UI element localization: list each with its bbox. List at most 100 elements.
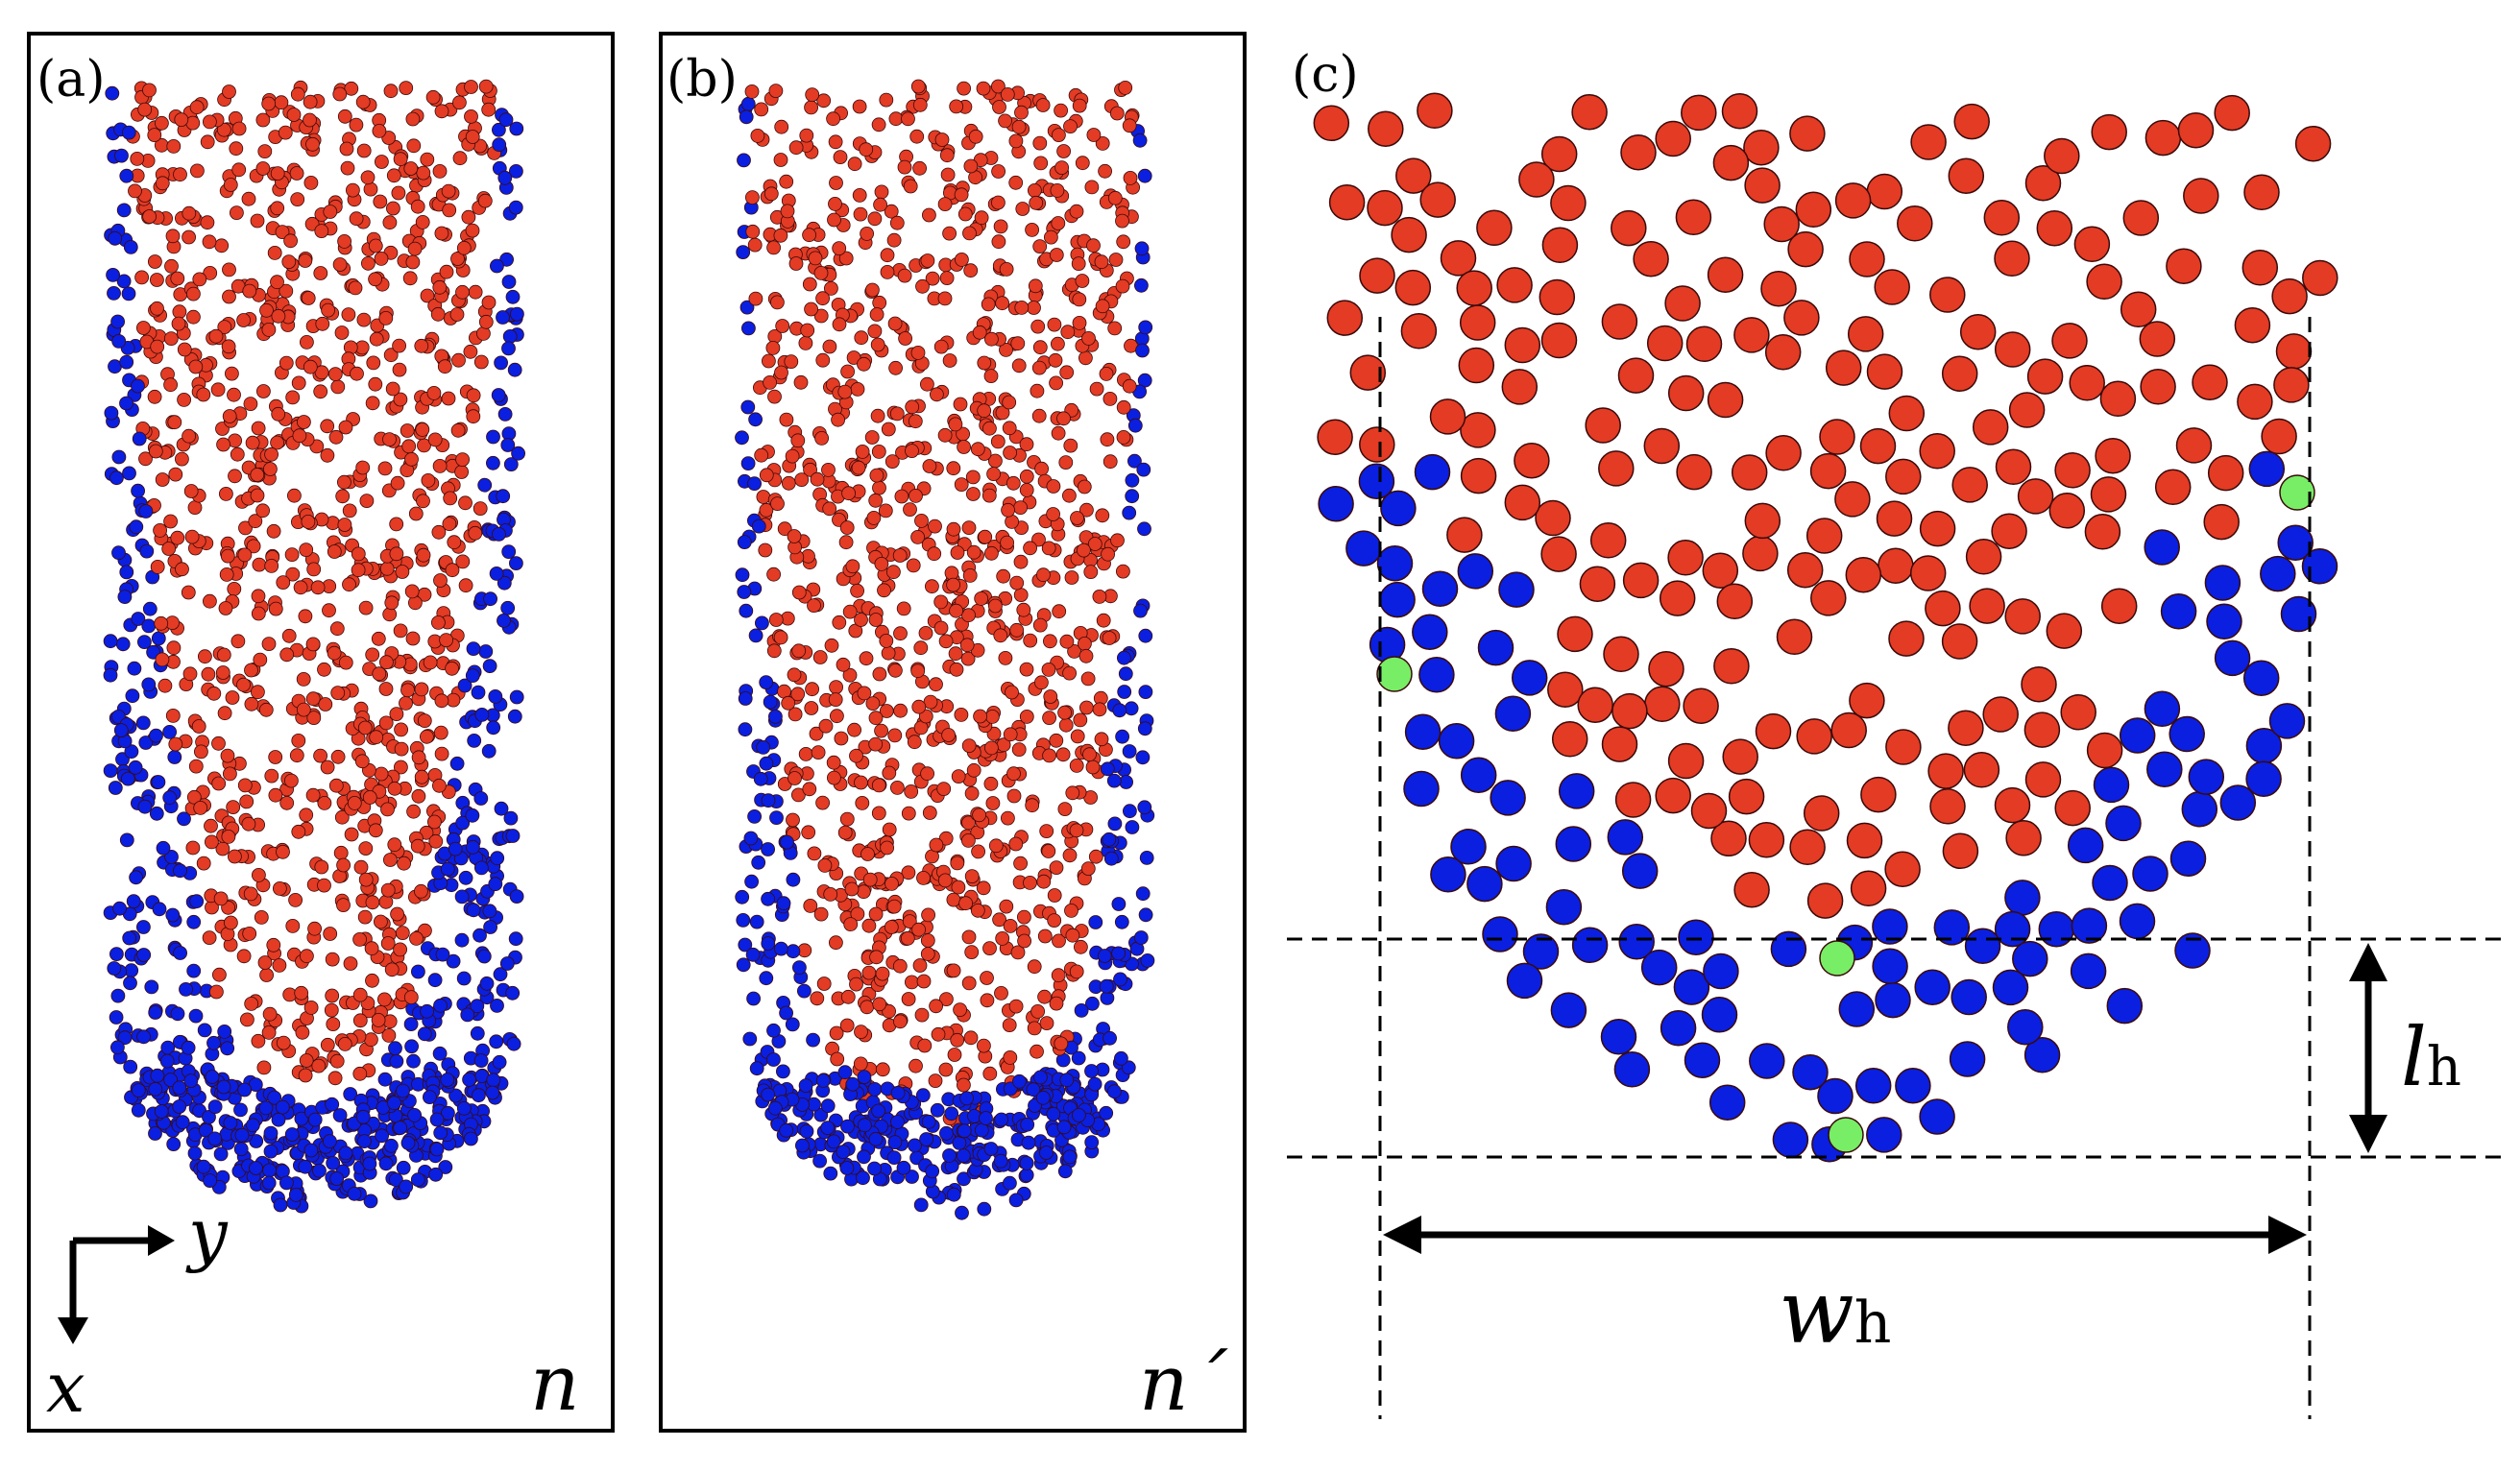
red-particle — [1079, 502, 1094, 518]
red-particle — [765, 340, 781, 355]
blue-particle — [273, 1197, 288, 1213]
red-particle — [1015, 202, 1030, 216]
red-particle — [1037, 989, 1052, 1004]
blue-particle — [1127, 418, 1143, 433]
blue-particle — [407, 1108, 423, 1122]
red-particle — [1039, 824, 1054, 838]
blue-particle — [1114, 1050, 1128, 1066]
red-particle — [239, 1012, 254, 1027]
red-particle — [2084, 514, 2121, 550]
red-particle — [154, 115, 169, 131]
blue-particle — [1137, 168, 1152, 183]
red-particle — [261, 1025, 277, 1040]
red-particle — [383, 84, 399, 99]
red-particle — [191, 719, 206, 734]
red-particle — [854, 775, 868, 790]
blue-particle — [1550, 992, 1587, 1028]
red-particle — [922, 459, 937, 473]
red-particle — [1017, 909, 1031, 925]
red-particle — [897, 268, 912, 283]
blue-particle — [131, 378, 145, 394]
red-particle — [961, 833, 976, 848]
blue-particle — [1600, 1019, 1637, 1055]
red-particle — [1072, 98, 1087, 113]
blue-particle — [433, 998, 448, 1013]
blue-particle — [122, 466, 136, 481]
blue-particle — [1122, 744, 1137, 759]
red-particle — [237, 778, 253, 793]
red-particle — [373, 914, 388, 929]
red-particle — [220, 748, 235, 763]
red-particle — [210, 382, 226, 398]
red-particle — [317, 878, 331, 893]
red-particle — [204, 818, 218, 833]
red-particle — [1095, 135, 1110, 151]
red-particle — [785, 448, 800, 464]
red-particle — [274, 95, 289, 110]
blue-particle — [1139, 851, 1154, 865]
red-particle — [1003, 727, 1018, 742]
red-particle — [822, 339, 837, 354]
red-particle — [411, 788, 426, 804]
red-particle — [246, 539, 261, 554]
red-particle — [336, 898, 351, 912]
red-particle — [1644, 686, 1681, 723]
red-particle — [977, 355, 992, 371]
red-particle — [868, 613, 884, 627]
red-particle — [376, 992, 392, 1007]
red-particle — [291, 824, 306, 839]
red-particle — [937, 873, 953, 888]
blue-particle — [739, 109, 754, 125]
blue-particle — [403, 1017, 419, 1031]
red-particle — [1617, 357, 1655, 394]
red-particle — [244, 997, 259, 1011]
red-particle — [843, 917, 859, 931]
red-particle — [748, 291, 763, 306]
red-particle — [434, 746, 449, 761]
red-particle — [315, 316, 330, 331]
red-particle — [1044, 229, 1058, 245]
red-particle — [1535, 499, 1571, 537]
red-particle — [1983, 200, 2021, 236]
red-particle — [1107, 321, 1123, 336]
red-particle — [842, 604, 858, 619]
red-particle — [1122, 118, 1137, 133]
red-particle — [264, 559, 279, 573]
red-particle — [473, 354, 489, 370]
blue-particle — [1414, 453, 1451, 491]
red-particle — [147, 128, 162, 143]
blue-particle — [761, 793, 776, 808]
blue-particle — [343, 1087, 358, 1101]
red-particle — [831, 412, 845, 427]
red-particle — [865, 696, 881, 711]
blue-particle — [2160, 592, 2197, 630]
red-particle — [992, 912, 1006, 928]
red-particle — [853, 206, 868, 222]
red-particle — [465, 130, 480, 144]
red-particle — [239, 794, 254, 809]
red-particle — [1702, 552, 1739, 589]
red-particle — [754, 447, 769, 463]
red-particle — [2073, 226, 2111, 263]
red-particle — [385, 201, 400, 216]
red-particle — [803, 462, 817, 477]
blue-particle — [486, 455, 500, 470]
red-particle — [1716, 583, 1754, 620]
green-particle — [1376, 656, 1413, 692]
red-particle — [821, 462, 836, 477]
red-particle — [330, 749, 346, 764]
red-particle — [259, 968, 275, 982]
blue-particle — [1057, 1164, 1073, 1179]
blue-particle — [767, 1100, 783, 1116]
red-particle — [868, 493, 884, 508]
blue-particle — [2301, 548, 2338, 585]
red-particle — [850, 906, 865, 922]
blue-particle — [207, 1099, 223, 1114]
blue-particle — [1380, 490, 1417, 527]
blue-particle — [792, 960, 807, 975]
red-particle — [1003, 1050, 1018, 1065]
blue-particle — [488, 689, 503, 704]
red-particle — [2120, 291, 2157, 328]
red-particle — [1030, 383, 1045, 398]
red-particle — [1929, 277, 1966, 313]
